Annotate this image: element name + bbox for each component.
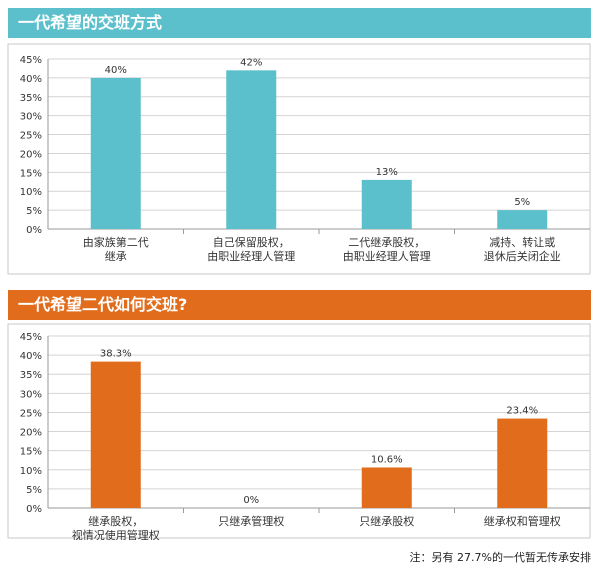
chart-2-value-label-2: 0%: [243, 495, 259, 506]
chart-2-value-label-1: 38.3%: [100, 349, 132, 360]
chart-1-ytick-label: 0%: [26, 225, 42, 236]
chart-1-bar-3: [361, 179, 412, 229]
chart-2-ytick-label: 15%: [20, 447, 42, 458]
chart-2-value-label-3: 10.6%: [371, 454, 403, 465]
chart-2-category-label-1: 视情况使用管理权: [72, 528, 160, 540]
chart-2-ytick-label: 0%: [26, 504, 42, 515]
chart-1-ytick-label: 10%: [20, 187, 42, 198]
chart-2-category-label-4: 继承权和管理权: [484, 514, 561, 528]
chart-2-frame: [7, 323, 591, 539]
chart-2-category-label-3: 只继承股权: [359, 515, 414, 528]
chart-2-ytick-label: 40%: [20, 351, 42, 362]
footnote: 注：另有 27.7%的一代暂无传承安排: [409, 551, 591, 564]
chart-1-category-label-3: 由职业经理人管理: [343, 249, 431, 263]
chart-1-category-label-1: 由家族第二代: [83, 235, 149, 249]
chart-2-category-label-1: 继承股权，: [88, 515, 143, 528]
chart-1-title: 一代希望的交班方式: [8, 8, 591, 38]
chart-2-ytick-label: 30%: [20, 389, 42, 400]
chart-2-bar-4: [497, 418, 548, 508]
chart-1-bar-1: [90, 77, 141, 229]
chart-1-category-label-4: 退休后关闭企业: [484, 249, 561, 263]
chart-2-ytick-label: 35%: [20, 370, 42, 381]
chart-2-ytick-label: 5%: [26, 485, 42, 496]
chart-2-ytick-label: 10%: [20, 466, 42, 477]
chart-2-ytick-label: 25%: [20, 408, 42, 419]
chart-1-bar-2: [226, 70, 277, 229]
chart-2: 0% 5% 10% 15% 20% 25% 30% 35% 40% 45% 38.3% 继承股权，视情…: [7, 323, 591, 540]
chart-1-value-label-3: 13%: [376, 167, 398, 178]
chart-2-ytick-label: 20%: [20, 428, 42, 439]
chart-1-value-label-2: 42%: [240, 57, 262, 68]
chart-1-category-label-1: 继承: [105, 250, 127, 263]
chart-1-ytick-label: 5%: [26, 206, 42, 217]
chart-1-ytick-label: 30%: [20, 112, 42, 123]
chart-1-ytick-label: 15%: [20, 168, 42, 179]
chart-1-category-label-2: 由职业经理人管理: [207, 249, 295, 263]
chart-1-category-label-2: 自己保留股权，: [213, 235, 290, 249]
chart-1-ytick-label: 35%: [20, 93, 42, 104]
chart-1-ytick-label: 45%: [20, 55, 42, 66]
chart-1-value-label-4: 5%: [514, 197, 530, 208]
chart-2-title: 一代希望二代如何交班?: [8, 290, 591, 320]
chart-2-category-label-2: 只继承管理权: [218, 514, 284, 528]
chart-2-ytick-label: 45%: [20, 332, 42, 343]
chart-1-ytick-label: 40%: [20, 74, 42, 85]
chart-1-ytick-label: 25%: [20, 131, 42, 142]
chart-1-frame: [7, 43, 591, 275]
chart-1-bar-4: [497, 210, 548, 229]
chart-2-value-label-4: 23.4%: [506, 406, 538, 417]
chart-1-category-label-4: 减持、转让或: [489, 235, 555, 249]
chart-1-ytick-label: 20%: [20, 149, 42, 160]
chart-1-value-label-1: 40%: [105, 65, 127, 76]
chart-2-bar-3: [361, 467, 412, 508]
chart-2-bar-1: [90, 361, 141, 508]
chart-1-category-label-3: 二代继承股权，: [348, 236, 425, 249]
